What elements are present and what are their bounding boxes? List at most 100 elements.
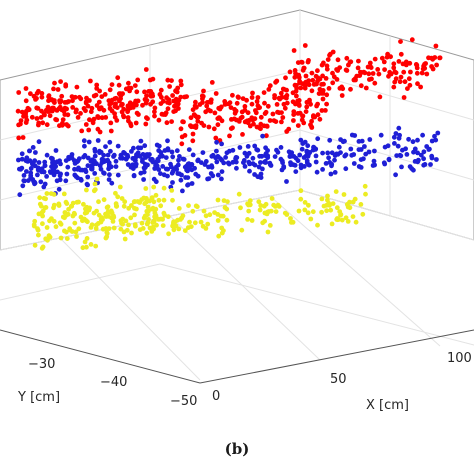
scatter-point — [188, 224, 194, 230]
scatter-point — [143, 121, 149, 127]
scatter-point — [291, 112, 297, 117]
scatter-point — [40, 120, 46, 126]
scatter-point — [122, 199, 128, 205]
scatter-point — [280, 115, 286, 120]
scatter-point — [65, 164, 71, 170]
scatter-point — [193, 99, 198, 105]
scatter-point — [84, 236, 90, 241]
scatter-point — [249, 95, 255, 100]
scatter-point — [359, 70, 364, 75]
scatter-point — [95, 126, 101, 132]
scatter-point — [290, 219, 296, 225]
scatter-point — [232, 116, 237, 122]
scatter-point — [401, 95, 407, 100]
scatter-point — [332, 170, 338, 175]
scatter-point — [32, 218, 38, 224]
scatter-point — [169, 119, 175, 124]
scatter-point — [21, 178, 27, 184]
scatter-point — [300, 113, 306, 119]
scatter-point — [200, 150, 206, 156]
scatter-point — [227, 133, 232, 139]
scatter-point — [195, 118, 201, 124]
scatter-point — [255, 95, 261, 100]
scatter-point — [338, 212, 344, 217]
scatter-point — [190, 131, 196, 137]
scatter-point — [16, 90, 22, 95]
scatter-point — [44, 122, 50, 128]
scatter-point — [302, 139, 308, 145]
scatter-point — [286, 126, 292, 132]
scatter-point — [149, 195, 155, 201]
scatter-point — [287, 69, 293, 75]
scatter-point — [30, 161, 35, 167]
scatter-point — [262, 210, 268, 216]
scatter-point — [19, 109, 25, 115]
scatter-point — [45, 109, 51, 114]
scatter-point — [16, 135, 22, 141]
scatter-point — [409, 166, 415, 172]
scatter-point — [309, 125, 315, 130]
scatter-point — [428, 162, 433, 167]
scatter-point — [156, 197, 162, 203]
scatter-point — [236, 191, 242, 197]
grid-line — [299, 129, 474, 181]
scatter-point — [253, 108, 258, 113]
scatter-point — [378, 132, 384, 138]
scatter-point — [266, 87, 272, 92]
scatter-point — [165, 138, 170, 144]
scatter-point — [324, 92, 330, 98]
scatter-point — [332, 153, 338, 158]
scatter-point — [112, 96, 118, 102]
scatter-point — [311, 82, 317, 87]
scatter-point — [429, 155, 435, 161]
scatter-point — [288, 216, 293, 221]
scatter-point — [222, 99, 228, 104]
scatter-point — [89, 166, 95, 172]
scatter-point — [87, 117, 92, 123]
scatter-point — [392, 69, 398, 75]
scatter-point — [371, 158, 377, 164]
scatter-point — [234, 165, 239, 171]
scatter-point — [53, 148, 59, 153]
floor-grid-line — [159, 263, 474, 346]
y-tick-label: −50 — [170, 394, 197, 409]
scatter-point — [88, 78, 93, 84]
floor-grid-line — [269, 195, 441, 347]
scatter-point — [313, 153, 319, 159]
scatter-point — [132, 156, 138, 162]
scatter-point — [391, 84, 397, 90]
scatter-point — [137, 227, 143, 233]
scatter-point — [19, 165, 25, 171]
scatter-point — [64, 236, 70, 242]
scatter-point — [242, 107, 248, 113]
scatter-point — [319, 196, 325, 202]
scatter-point — [152, 113, 157, 119]
scatter-point — [317, 76, 323, 82]
scatter-point — [284, 93, 290, 98]
scatter-point — [294, 93, 299, 99]
scatter-point — [85, 182, 90, 188]
scatter-point — [402, 79, 408, 85]
scatter-point — [295, 111, 301, 116]
scatter-point — [198, 160, 204, 166]
scatter-point — [35, 106, 41, 111]
scatter-point — [149, 156, 155, 162]
scatter-point — [262, 100, 267, 106]
scatter-point — [74, 234, 79, 239]
scatter-point — [135, 77, 141, 83]
scatter-point — [327, 137, 333, 143]
scatter-point — [403, 59, 409, 65]
scatter-point — [111, 214, 117, 220]
scatter-point — [339, 217, 345, 223]
scatter-point — [264, 124, 270, 129]
scatter-point — [129, 203, 134, 208]
scatter-point — [186, 147, 192, 153]
scatter-point — [265, 229, 271, 235]
scatter-point — [360, 211, 366, 217]
scatter-point — [310, 209, 316, 215]
scatter-point — [85, 155, 91, 161]
scatter-point — [119, 196, 125, 201]
scatter-point — [144, 208, 150, 214]
scatter-point — [144, 230, 150, 236]
scatter-point — [343, 152, 349, 158]
